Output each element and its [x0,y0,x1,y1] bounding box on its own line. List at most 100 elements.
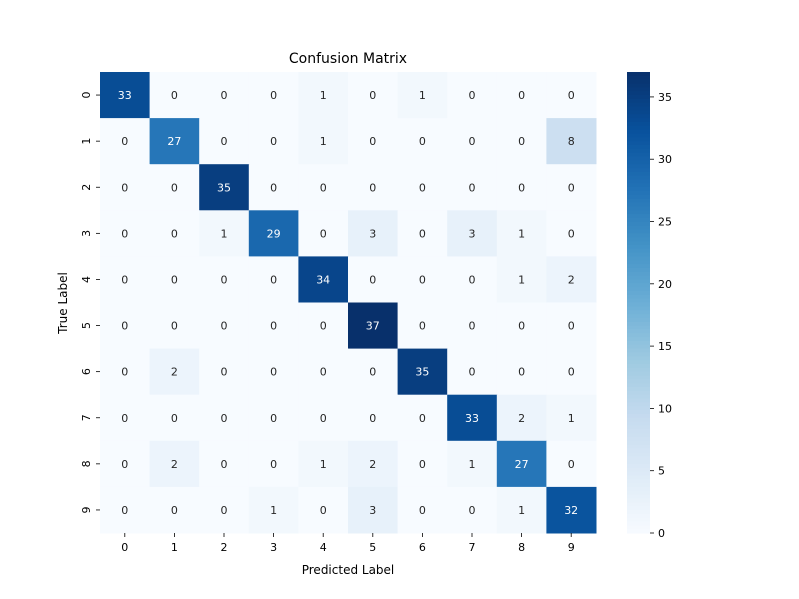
heatmap-cell-r6-c3 [248,348,299,396]
colorbar-gradient-slice [627,148,650,154]
heatmap-cell-r1-c9 [546,118,597,165]
colorbar-gradient-slice [627,271,650,277]
heatmap-cell-r3-c9 [546,210,597,257]
cell-value-r6-c0: 0 [121,366,128,379]
cell-value-r1-c6: 0 [419,135,426,148]
colorbar-gradient-slice [627,183,650,188]
heatmap-cell-r6-c4 [298,348,349,396]
cell-value-r7-c8: 2 [518,412,525,425]
y-tick-label: 3 [80,230,93,237]
cell-value-r9-c3: 1 [270,504,277,517]
heatmap-cell-r8-c0 [100,440,151,488]
heatmap-cell-r9-c0 [100,486,151,534]
heatmap-cell-r8-c4 [298,440,349,488]
cell-value-r1-c8: 0 [518,135,525,148]
heatmap-cell-r4-c8 [496,256,547,303]
heatmap-cell-r0-c0 [100,72,151,119]
y-axis-ticks: 0 1 2 3 4 5 6 7 8 9 [80,92,100,513]
cell-value-r8-c5: 2 [369,458,376,471]
cell-value-r0-c6: 1 [419,89,426,102]
colorbar-gradient-slice [627,460,650,465]
colorbar-gradient-slice [627,490,650,496]
heatmap-cell-r5-c6 [397,302,448,350]
colorbar-gradient-slice [627,72,650,77]
colorbar-gradient-slice [627,79,650,85]
heatmap-cell-r1-c0 [100,118,151,165]
heatmap-cell-r7-c2 [199,394,250,442]
x-axis-ticks: 0 1 2 3 4 5 6 7 8 9 [121,533,575,554]
heatmap-cell-r3-c8 [496,210,547,257]
heatmap-cell-r3-c1 [149,210,200,257]
heatmap-cell-r8-c9 [546,440,597,488]
cell-value-r3-c1: 0 [171,227,178,240]
y-tick-label: 1 [80,138,93,145]
colorbar-gradient-slice [627,463,650,469]
heatmap-cell-r3-c3 [248,210,299,257]
heatmap-cell-r8-c6 [397,440,448,488]
heatmap-cell-r4-c6 [397,256,448,303]
heatmap-cell-r6-c1 [149,348,200,396]
colorbar-gradient-slice [627,252,650,257]
cell-value-r6-c5: 0 [369,366,376,379]
cell-value-r5-c5: 37 [366,320,380,333]
colorbar-gradient-slice [627,525,650,530]
chart-title: Confusion Matrix [289,51,407,67]
cell-value-r0-c4: 1 [320,89,327,102]
colorbar-gradient-slice [627,168,650,173]
colorbar-gradient-slice [627,390,650,396]
colorbar-gradient-slice [627,329,650,334]
cell-value-r0-c3: 0 [270,89,277,102]
heatmap-cell-r3-c6 [397,210,448,257]
heatmap-cell-r7-c4 [298,394,349,442]
cell-value-r2-c2: 35 [217,181,231,194]
heatmap-cell-r9-c3 [248,486,299,534]
heatmap-cell-r9-c7 [447,486,498,534]
colorbar-gradient-slice [627,394,650,400]
cell-value-r3-c3: 29 [267,227,281,240]
colorbar-gradient-slice [627,529,650,534]
cell-value-r4-c1: 0 [171,273,178,286]
colorbar-gradient-slice [627,229,650,234]
heatmap-cell-r6-c2 [199,348,250,396]
heatmap-cell-r1-c8 [496,118,547,165]
colorbar-gradient-slice [627,371,650,377]
colorbar-gradient-slice [627,194,650,200]
colorbar-gradient-slice [627,121,650,127]
cell-value-r0-c2: 0 [221,89,228,102]
colorbar-gradient-slice [627,325,650,330]
colorbar-gradient-slice [627,352,650,357]
cell-value-r4-c7: 0 [469,273,476,286]
colorbar-gradient-slice [627,91,650,96]
cell-value-r8-c6: 0 [419,458,426,471]
colorbar-gradient-slice [627,402,650,407]
cell-value-r4-c9: 2 [568,273,575,286]
colorbar-gradient-slice [627,360,650,365]
colorbar-gradient-slice [627,294,650,300]
heatmap-cell-r9-c5 [348,486,399,534]
colorbar-gradient-slice [627,202,650,208]
cell-value-r3-c0: 0 [121,227,128,240]
colorbar-gradient-slice [627,164,650,169]
cell-value-r5-c9: 0 [568,320,575,333]
heatmap-cell-r8-c1 [149,440,200,488]
cell-value-r3-c6: 0 [419,227,426,240]
colorbar-gradient-slice [627,217,650,223]
colorbar-gradient-slice [627,444,650,450]
colorbar-tick-label: 10 [658,402,672,415]
colorbar-tick-label: 0 [658,527,665,540]
colorbar-gradient-slice [627,179,650,185]
colorbar-gradient-slice [627,129,650,135]
colorbar-gradient-slice [627,233,650,238]
y-tick-label: 7 [80,414,93,421]
heatmap-cell-r1-c5 [348,118,399,165]
cell-value-r0-c9: 0 [568,89,575,102]
heatmap-cell-r1-c3 [248,118,299,165]
heatmap-cell-r6-c0 [100,348,151,396]
colorbar-gradient-slice [627,141,650,146]
cell-value-r8-c2: 0 [221,458,228,471]
colorbar-gradient-slice [627,191,650,196]
colorbar-gradient-slice [627,87,650,92]
colorbar-gradient-slice [627,267,650,273]
colorbar-gradient-slice [627,383,650,388]
